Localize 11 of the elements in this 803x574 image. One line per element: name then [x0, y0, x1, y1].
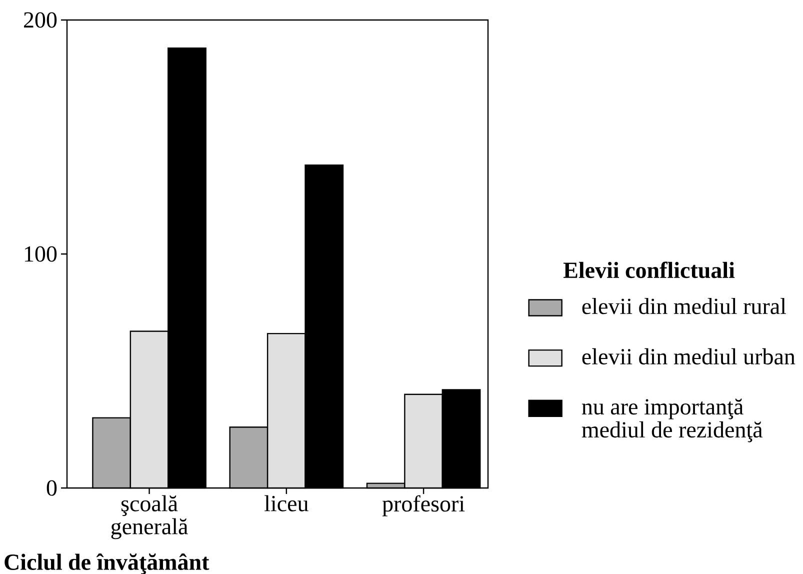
legend-title: Elevii conflictuali	[563, 262, 735, 278]
legend-label: elevii din mediul rural	[582, 298, 786, 314]
y-tick-label: 0	[46, 480, 57, 496]
y-tick-label: 200	[24, 12, 57, 28]
x-tick-label: profesori	[382, 495, 465, 516]
x-tick-label: şcoală generală	[111, 495, 188, 540]
x-tick-label: liceu	[264, 495, 308, 512]
legend-label: elevii din mediul urban	[582, 348, 796, 364]
x-axis-title: Ciclul de învăţământ	[4, 554, 210, 574]
y-tick-label: 100	[24, 246, 57, 262]
legend-label: nu are importanţă mediul de rezidenţă	[582, 398, 763, 442]
